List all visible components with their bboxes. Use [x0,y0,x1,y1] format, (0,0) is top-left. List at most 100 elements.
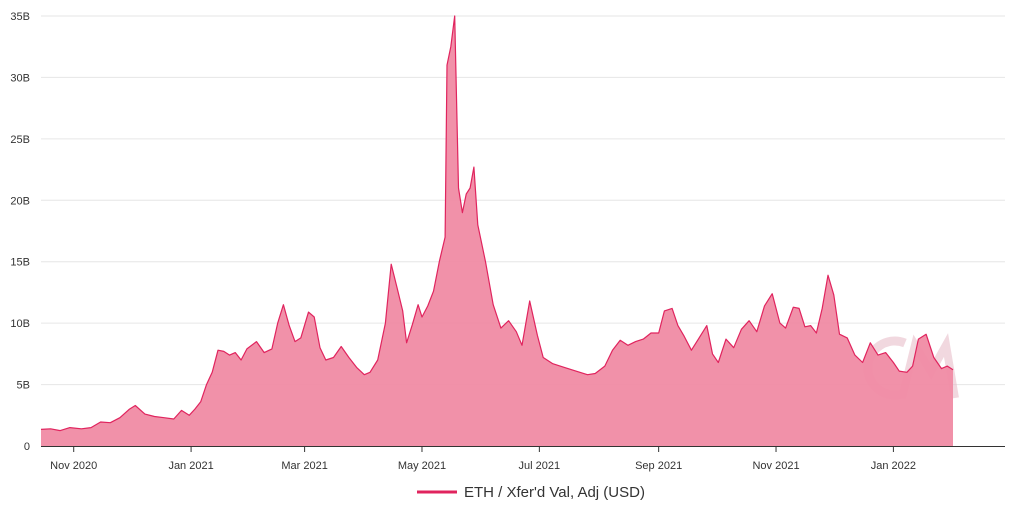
data-point[interactable] [387,260,395,268]
data-point[interactable] [866,339,874,347]
data-point[interactable] [399,307,407,315]
legend-label[interactable]: ETH / Xfer'd Val, Adj (USD) [464,484,645,501]
data-point[interactable] [695,334,703,342]
data-point[interactable] [572,367,580,375]
data-point[interactable] [197,398,205,406]
data-point[interactable] [539,354,547,362]
data-point[interactable] [160,414,168,422]
data-point[interactable] [381,319,389,327]
data-point[interactable] [836,330,844,338]
data-point[interactable] [435,258,443,266]
data-point[interactable] [451,12,459,20]
data-point[interactable] [231,349,239,357]
data-point[interactable] [903,368,911,376]
data-point[interactable] [202,381,210,389]
data-point[interactable] [782,324,790,332]
data-point[interactable] [97,418,105,426]
data-point[interactable] [753,328,761,336]
data-point[interactable] [474,221,482,229]
data-point[interactable] [455,184,463,192]
data-point[interactable] [760,302,768,310]
data-point[interactable] [208,368,216,376]
data-point[interactable] [131,401,139,409]
data-point[interactable] [345,354,353,362]
data-point[interactable] [268,345,276,353]
data-point[interactable] [243,345,251,353]
data-point[interactable] [674,322,682,330]
data-point[interactable] [795,304,803,312]
data-point[interactable] [329,354,337,362]
data-point[interactable] [608,346,616,354]
data-point[interactable] [191,405,199,413]
data-point[interactable] [722,335,730,343]
data-point[interactable] [393,284,401,292]
data-point[interactable] [447,43,455,51]
data-point[interactable] [274,319,282,327]
data-point[interactable] [601,362,609,370]
data-point[interactable] [116,414,124,422]
data-point[interactable] [403,339,411,347]
data-point[interactable] [843,334,851,342]
data-point[interactable] [526,297,534,305]
data-point[interactable] [533,331,541,339]
data-point[interactable] [703,322,711,330]
data-point[interactable] [414,301,422,309]
data-point[interactable] [745,317,753,325]
data-point[interactable] [512,328,520,336]
data-point[interactable] [418,313,426,321]
data-point[interactable] [481,258,489,266]
data-point[interactable] [56,427,64,435]
data-point[interactable] [497,324,505,332]
data-point[interactable] [807,322,815,330]
data-point[interactable] [909,362,917,370]
data-point[interactable] [859,358,867,366]
data-point[interactable] [430,287,438,295]
data-point[interactable] [949,366,957,374]
data-point[interactable] [660,307,668,315]
data-point[interactable] [624,341,632,349]
data-point[interactable] [874,351,882,359]
data-point[interactable] [709,350,717,358]
data-point[interactable] [185,411,193,419]
data-point[interactable] [895,367,903,375]
data-point[interactable] [851,351,859,359]
data-point[interactable] [812,329,820,337]
data-point[interactable] [77,425,85,433]
data-point[interactable] [505,317,513,325]
data-point[interactable] [458,209,466,217]
data-point[interactable] [374,356,382,364]
data-point[interactable] [560,363,568,371]
data-point[interactable] [37,425,45,433]
data-point[interactable] [647,329,655,337]
data-point[interactable] [730,344,738,352]
data-point[interactable] [316,344,324,352]
data-point[interactable] [441,233,449,241]
data-point[interactable] [914,335,922,343]
data-point[interactable] [285,322,293,330]
data-point[interactable] [687,346,695,354]
data-point[interactable] [151,413,159,421]
data-point[interactable] [824,271,832,279]
data-point[interactable] [830,291,838,299]
data-point[interactable] [818,304,826,312]
data-point[interactable] [714,358,722,366]
data-point[interactable] [297,334,305,342]
data-point[interactable] [310,313,318,321]
data-point[interactable] [489,301,497,309]
data-point[interactable] [366,368,374,376]
legend[interactable]: ETH / Xfer'd Val, Adj (USD) [417,484,645,501]
data-point[interactable] [632,338,640,346]
data-point[interactable] [87,424,95,432]
data-point[interactable] [889,358,897,366]
data-point[interactable] [337,342,345,350]
data-point[interactable] [768,290,776,298]
data-point[interactable] [322,356,330,364]
data-point[interactable] [170,415,178,423]
data-point[interactable] [737,325,745,333]
data-point[interactable] [279,301,287,309]
data-point[interactable] [466,184,474,192]
data-point[interactable] [583,371,591,379]
data-point[interactable] [253,338,261,346]
data-point[interactable] [668,304,676,312]
data-point[interactable] [655,329,663,337]
